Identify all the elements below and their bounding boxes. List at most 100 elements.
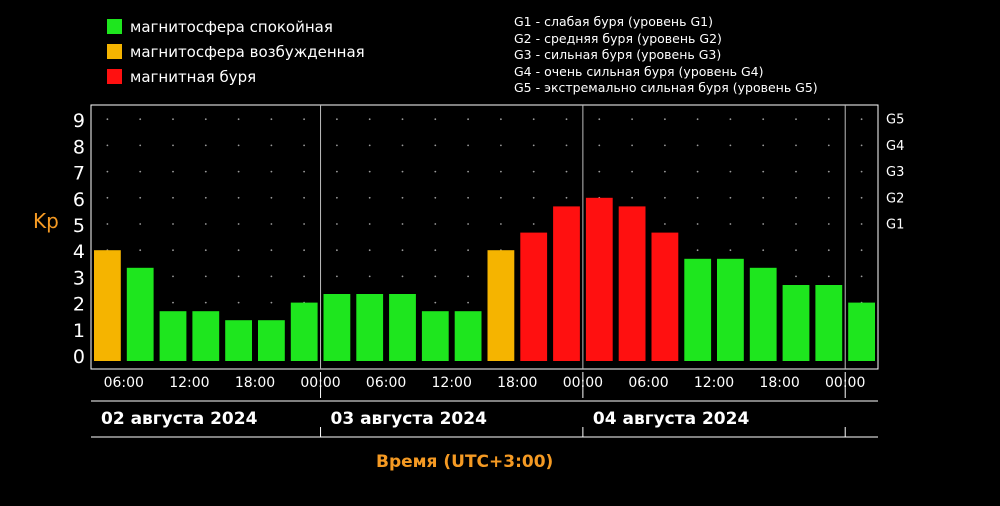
- grid-dot: [172, 301, 174, 304]
- grid-dot: [860, 249, 863, 252]
- kp-bar: [454, 311, 482, 361]
- y-tick-label: 4: [73, 241, 85, 263]
- day-label: 03 августа 2024: [331, 409, 488, 429]
- grid-dot: [434, 144, 437, 147]
- grid-dot: [434, 196, 437, 199]
- x-tick-label: 12:00: [432, 375, 472, 391]
- grid-dot: [303, 275, 305, 278]
- grid-dot: [106, 196, 109, 199]
- kp-bar: [520, 232, 548, 361]
- grid-dot: [401, 249, 404, 252]
- grid-dot: [336, 170, 338, 173]
- kp-bar: [258, 320, 285, 361]
- grid-dot: [762, 118, 765, 121]
- grid-dot: [500, 144, 502, 147]
- legend-label-quiet: магнитосфера спокойная: [130, 17, 333, 36]
- grid-dot: [172, 118, 174, 121]
- grid-dot: [368, 196, 371, 199]
- kp-bar: [782, 285, 810, 361]
- grid-dot: [368, 118, 371, 121]
- grid-dot: [467, 118, 469, 121]
- grid-dot: [762, 170, 765, 173]
- grid-dot: [467, 144, 469, 147]
- grid-dot: [237, 249, 240, 252]
- g-tick-label: G5: [886, 113, 904, 128]
- legend-item-quiet: магнитосфера спокойная: [107, 14, 365, 39]
- grid-dot: [172, 170, 174, 173]
- g-level-legend: G1 - слабая буря (уровень G1) G2 - средн…: [514, 14, 818, 97]
- grid-dot: [106, 223, 109, 225]
- grid-dot: [696, 249, 699, 252]
- legend-label-storm: магнитная буря: [130, 67, 257, 86]
- legend-label-disturbed: магнитосфера возбужденная: [130, 42, 365, 61]
- grid-dot: [598, 118, 601, 121]
- grid-dot: [303, 144, 305, 147]
- grid-dot: [237, 118, 240, 121]
- grid-dot: [139, 223, 142, 225]
- grid-dot: [631, 118, 633, 121]
- y-tick-label: 6: [73, 189, 85, 211]
- grid-dot: [598, 144, 601, 147]
- y-tick-label: 5: [73, 215, 85, 237]
- grid-dot: [532, 144, 535, 147]
- grid-dot: [139, 249, 142, 252]
- grid-dot: [401, 223, 404, 225]
- grid-dot: [204, 301, 207, 304]
- grid-dot: [139, 118, 142, 121]
- grid-dot: [204, 118, 207, 121]
- grid-dot: [434, 301, 437, 304]
- grid-dot: [172, 223, 174, 225]
- grid-dot: [106, 170, 109, 173]
- y-tick-label: 2: [73, 294, 85, 316]
- grid-dot: [500, 196, 502, 199]
- grid-dot: [303, 249, 305, 252]
- kp-bar: [389, 294, 416, 361]
- kp-bar: [356, 294, 384, 361]
- grid-dot: [401, 275, 404, 278]
- grid-dot: [565, 170, 568, 173]
- grid-dot: [303, 118, 305, 121]
- grid-dot: [368, 249, 371, 252]
- legend-item-storm: магнитная буря: [107, 64, 365, 89]
- grid-dot: [467, 223, 469, 225]
- grid-dot: [467, 170, 469, 173]
- grid-dot: [467, 301, 469, 304]
- grid-dot: [237, 275, 240, 278]
- grid-dot: [401, 118, 404, 121]
- y-tick-label: 8: [73, 136, 85, 158]
- grid-dot: [729, 249, 732, 252]
- kp-bar: [815, 285, 843, 361]
- grid-dot: [434, 170, 437, 173]
- grid-dot: [336, 275, 338, 278]
- grid-dot: [303, 223, 305, 225]
- legend-item-disturbed: магнитосфера возбужденная: [107, 39, 365, 64]
- grid-dot: [696, 118, 699, 121]
- g-level-g1: G1 - слабая буря (уровень G1): [514, 14, 713, 29]
- grid-dot: [467, 275, 469, 278]
- g-level-g5: G5 - экстремально сильная буря (уровень …: [514, 80, 818, 95]
- grid-dot: [827, 170, 830, 173]
- grid-dot: [368, 223, 371, 225]
- grid-dot: [270, 275, 273, 278]
- grid-dot: [270, 118, 273, 121]
- grid-dot: [860, 118, 863, 121]
- grid-dot: [336, 223, 338, 225]
- x-tick-label: 18:00: [235, 375, 275, 391]
- grid-dot: [664, 196, 666, 199]
- grid-dot: [434, 275, 437, 278]
- grid-dot: [500, 223, 502, 225]
- grid-dot: [827, 196, 830, 199]
- grid-dot: [631, 144, 633, 147]
- g-tick-label: G3: [886, 165, 904, 180]
- grid-dot: [434, 249, 437, 252]
- y-tick-label: 0: [73, 346, 85, 368]
- grid-dot: [795, 170, 797, 173]
- grid-dot: [762, 196, 765, 199]
- y-axis-label: Kp: [33, 209, 59, 233]
- grid-dot: [172, 144, 174, 147]
- grid-dot: [204, 223, 207, 225]
- grid-dot: [204, 144, 207, 147]
- grid-dot: [729, 118, 732, 121]
- grid-dot: [762, 223, 765, 225]
